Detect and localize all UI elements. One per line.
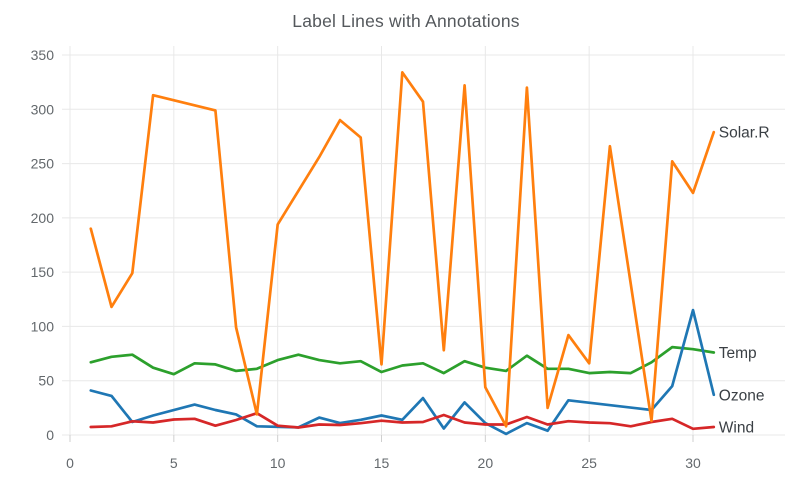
x-axis-tick-label: 10 <box>270 455 286 471</box>
series-line-wind <box>89 411 716 431</box>
series-line-ozone <box>89 308 716 436</box>
y-axis-tick-label: 0 <box>46 427 54 443</box>
series-line-temp <box>89 345 716 376</box>
y-axis-tick-label: 300 <box>31 101 55 117</box>
series-end-label-temp: Temp <box>719 345 757 362</box>
y-axis-tick-label: 50 <box>38 373 54 389</box>
y-axis-tick-label: 250 <box>31 156 55 172</box>
x-axis-tick-label: 20 <box>478 455 494 471</box>
chart-title: Label Lines with Annotations <box>292 11 520 31</box>
series-line-solar-r <box>89 71 716 428</box>
y-axis-tick-label: 350 <box>31 47 55 63</box>
y-axis-tick-label: 200 <box>31 210 55 226</box>
x-axis-tick-label: 15 <box>374 455 390 471</box>
x-axis-tick-label: 25 <box>581 455 597 471</box>
x-axis-tick-label: 30 <box>685 455 701 471</box>
series-end-label-solar-r: Solar.R <box>719 125 770 142</box>
series-end-label-ozone: Ozone <box>719 387 765 404</box>
y-axis-tick-label: 100 <box>31 318 55 334</box>
x-axis-tick-label: 5 <box>170 455 178 471</box>
series-end-label-wind: Wind <box>719 419 754 436</box>
x-axis-tick-label: 0 <box>66 455 74 471</box>
y-axis-tick-label: 150 <box>31 264 55 280</box>
